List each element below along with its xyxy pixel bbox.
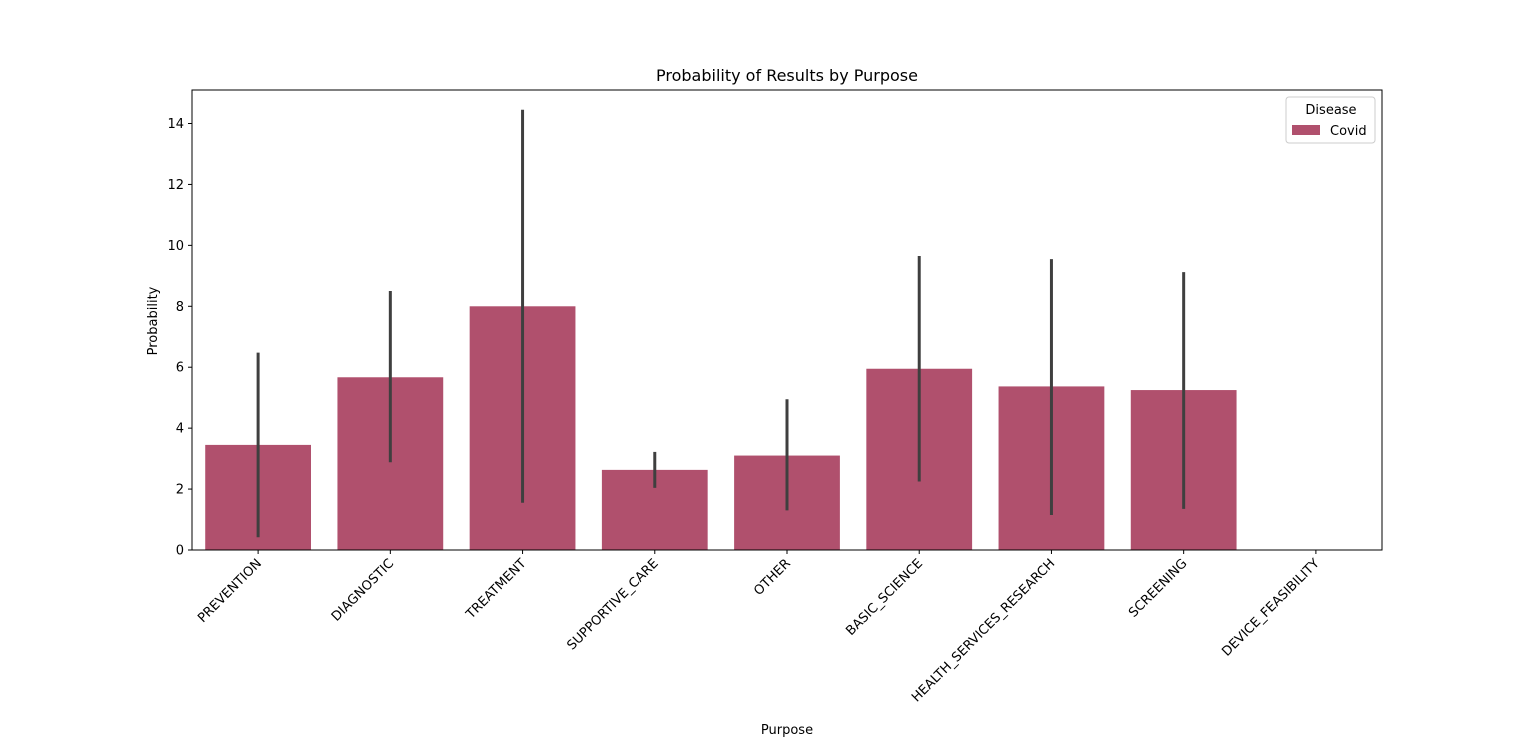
legend-swatch-covid: [1292, 125, 1320, 135]
y-tick-label: 14: [167, 117, 184, 132]
x-tick-label: SUPPORTIVE_CARE: [564, 556, 661, 653]
y-tick-label: 8: [176, 300, 184, 315]
y-tick-label: 6: [176, 361, 184, 376]
legend-label-covid: Covid: [1330, 124, 1367, 139]
bars-group: [205, 306, 1237, 550]
legend: Disease Covid: [1285, 96, 1376, 144]
y-axis-ticks: 0 2 4 6 8 10 12 14: [167, 117, 192, 559]
x-tick-label: OTHER: [751, 556, 794, 599]
x-tick-label: BASIC_SCIENCE: [843, 556, 926, 639]
x-tick-label: TREATMENT: [463, 556, 530, 623]
y-tick-label: 2: [176, 483, 184, 498]
y-tick-label: 0: [176, 544, 184, 559]
legend-title: Disease: [1305, 103, 1356, 118]
x-tick-label: DEVICE_FEASIBILITY: [1219, 556, 1322, 659]
x-tick-label: PREVENTION: [195, 556, 265, 626]
x-tick-label: DIAGNOSTIC: [329, 556, 397, 624]
error-bars-group: [256, 109, 1186, 538]
x-tick-label: SCREENING: [1126, 556, 1190, 620]
y-axis-label: Probability: [146, 286, 161, 355]
y-tick-label: 4: [176, 422, 184, 437]
x-axis-label: Purpose: [761, 723, 813, 738]
y-tick-label: 10: [167, 239, 184, 254]
x-tick-label: HEALTH_SERVICES_RESEARCH: [909, 556, 1058, 705]
chart-title: Probability of Results by Purpose: [656, 66, 918, 85]
y-tick-label: 12: [167, 178, 184, 193]
x-axis-ticks: PREVENTION DIAGNOSTIC TREATMENT SUPPORTIVE_…: [195, 550, 1323, 705]
